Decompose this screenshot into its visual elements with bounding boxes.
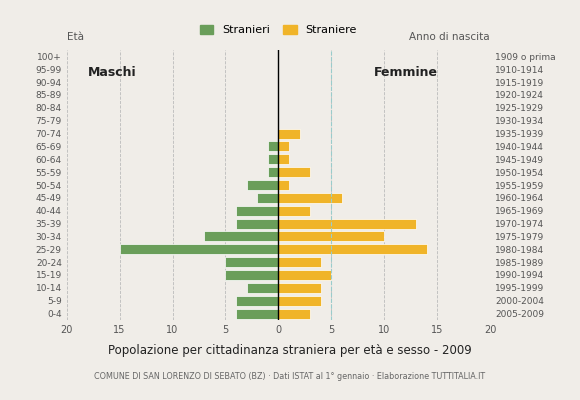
Text: Femmine: Femmine [374, 66, 438, 79]
Text: Popolazione per cittadinanza straniera per età e sesso - 2009: Popolazione per cittadinanza straniera p… [108, 344, 472, 357]
Bar [268, 167, 278, 177]
Bar [257, 193, 278, 203]
Bar [278, 244, 426, 254]
Bar [278, 154, 289, 164]
Bar [236, 308, 278, 318]
Bar [226, 257, 278, 267]
Bar [246, 180, 278, 190]
Bar [278, 167, 310, 177]
Bar [278, 283, 321, 293]
Legend: Stranieri, Straniere: Stranieri, Straniere [195, 20, 361, 40]
Bar [204, 232, 278, 242]
Bar [236, 206, 278, 216]
Bar [278, 128, 299, 138]
Bar [278, 270, 331, 280]
Bar [278, 193, 342, 203]
Text: Età: Età [67, 32, 84, 42]
Bar [268, 154, 278, 164]
Bar [278, 232, 384, 242]
Bar [278, 142, 289, 152]
Text: Anno di nascita: Anno di nascita [409, 32, 490, 42]
Bar [268, 142, 278, 152]
Bar [278, 218, 416, 228]
Bar [278, 257, 321, 267]
Bar [236, 218, 278, 228]
Bar [246, 283, 278, 293]
Bar [236, 296, 278, 306]
Text: Maschi: Maschi [88, 66, 136, 79]
Bar [278, 180, 289, 190]
Text: COMUNE DI SAN LORENZO DI SEBATO (BZ) · Dati ISTAT al 1° gennaio · Elaborazione T: COMUNE DI SAN LORENZO DI SEBATO (BZ) · D… [95, 372, 485, 381]
Bar [278, 206, 310, 216]
Bar [278, 308, 310, 318]
Bar [278, 296, 321, 306]
Bar [226, 270, 278, 280]
Bar [119, 244, 278, 254]
